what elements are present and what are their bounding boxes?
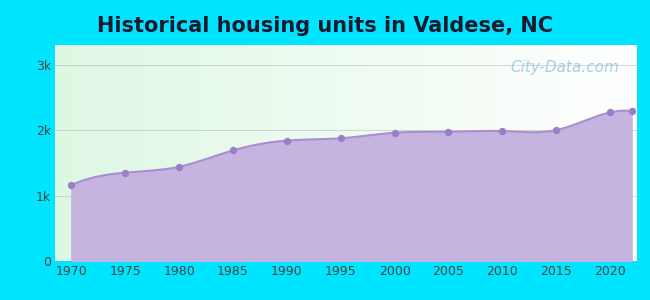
Point — [174, 164, 185, 169]
Text: Historical housing units in Valdese, NC: Historical housing units in Valdese, NC — [97, 16, 553, 37]
Point — [551, 128, 562, 133]
Point — [335, 136, 346, 141]
Point — [227, 148, 238, 153]
Point — [605, 110, 616, 115]
Point — [497, 129, 508, 134]
Point — [627, 109, 637, 113]
Point — [120, 170, 131, 175]
Point — [281, 138, 292, 143]
Point — [66, 183, 77, 188]
Point — [389, 130, 400, 135]
Text: City-Data.com: City-Data.com — [511, 60, 619, 75]
Point — [443, 129, 454, 134]
